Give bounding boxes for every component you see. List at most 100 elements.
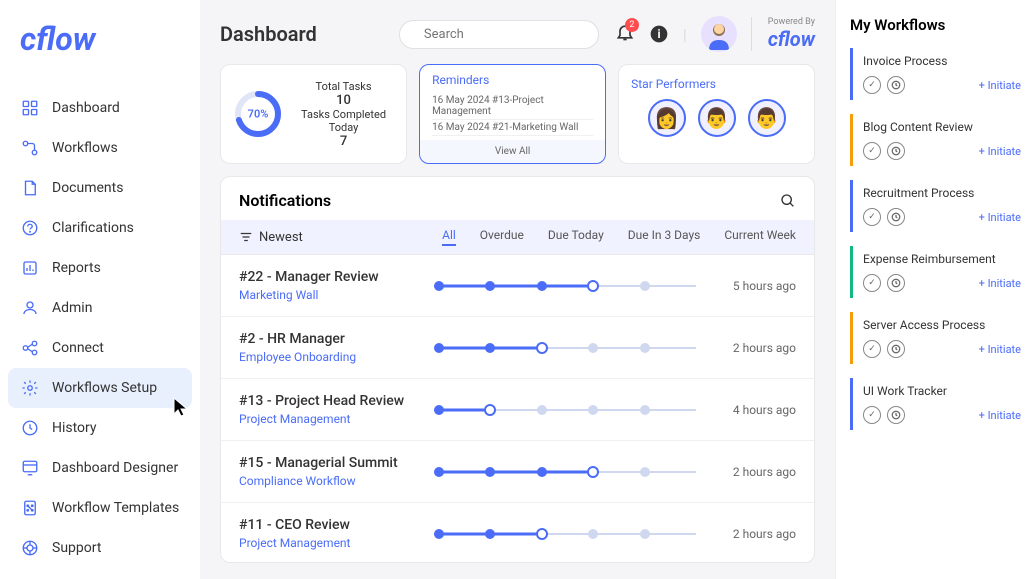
reminder-item[interactable]: 16 May 2024 #21-Marketing Wall [432,120,593,136]
notification-row[interactable]: #11 - CEO Review Project Management 2 ho… [221,503,814,562]
progress-dot [485,343,495,353]
nav-item-clarifications[interactable]: Clarifications [0,208,200,248]
workflow-name: Expense Reimbursement [863,252,1021,266]
notifications-card: Notifications Newest AllOverdueDue Today… [220,176,815,563]
clarifications-icon [20,218,40,238]
reminder-item[interactable]: 16 May 2024 #13-Project Management [432,93,593,120]
my-workflows-title: My Workflows [850,16,1021,34]
nav-label: Workflows [52,140,118,156]
check-icon[interactable]: ✓ [863,208,881,226]
check-icon[interactable]: ✓ [863,142,881,160]
check-icon[interactable]: ✓ [863,340,881,358]
workflow-name: Invoice Process [863,54,1021,68]
filter-tabs: All Overdue Due Today Due In 3 Days Current … [439,228,796,246]
initiate-button[interactable]: + Initiate [979,277,1021,290]
my-workflows-panel: My Workflows Invoice Process ✓ + Initiat… [835,0,1035,579]
reminders-card[interactable]: Reminders 16 May 2024 #13-Project Manage… [419,64,606,164]
workflow-name: UI Work Tracker [863,384,1021,398]
notification-info: #15 - Managerial Summit Compliance Workf… [239,455,439,488]
nav-label: Workflows Setup [52,380,157,396]
check-icon[interactable]: ✓ [863,406,881,424]
nav-item-workflows[interactable]: Workflows [0,128,200,168]
progress-dot [588,529,598,539]
progress-fill [439,284,593,287]
main-content: Dashboard 2 i | Powered By cflow [200,0,835,579]
completed-tasks-label: Tasks Completed Today [293,108,394,134]
user-avatar[interactable] [701,16,737,52]
workflow-icons: ✓ [863,208,905,226]
nav-item-history[interactable]: History [0,408,200,448]
initiate-button[interactable]: + Initiate [979,79,1021,92]
dashboard-icon [20,98,40,118]
progress-dot [536,342,548,354]
summary-cards: 70% Total Tasks 10 Tasks Completed Today… [220,64,815,164]
notification-title: #22 - Manager Review [239,269,439,285]
performer-avatar[interactable]: 👨 [698,99,736,137]
nav-item-dashboard[interactable]: Dashboard [0,88,200,128]
workflow-icons: ✓ [863,274,905,292]
notification-row[interactable]: #15 - Managerial Summit Compliance Workf… [221,441,814,503]
notification-time: 4 hours ago [696,403,796,417]
logo: cflow [0,20,200,88]
workflow-name: Blog Content Review [863,120,1021,134]
nav-label: Dashboard Designer [52,460,178,476]
clock-icon[interactable] [887,274,905,292]
clock-icon[interactable] [887,208,905,226]
tasks-stats: Total Tasks 10 Tasks Completed Today 7 [293,80,394,149]
nav-item-documents[interactable]: Documents [0,168,200,208]
nav-label: Dashboard [52,100,120,116]
progress-dot [434,343,444,353]
powered-by-logo: cflow [768,27,815,51]
initiate-button[interactable]: + Initiate [979,145,1021,158]
nav-item-connect[interactable]: Connect [0,328,200,368]
history-icon [20,418,40,438]
filter-tab-due-today[interactable]: Due Today [548,228,604,246]
sort-button[interactable]: Newest [239,230,439,245]
clock-icon[interactable] [887,76,905,94]
search-box[interactable] [399,20,599,49]
nav-label: Workflow Templates [52,500,179,516]
nav-label: History [52,420,97,436]
info-icon[interactable]: i [649,24,669,44]
workflow-icons: ✓ [863,340,905,358]
svg-text:i: i [657,27,660,41]
initiate-button[interactable]: + Initiate [979,211,1021,224]
filter-tab-all[interactable]: All [442,228,456,246]
notification-workflow: Employee Onboarding [239,350,439,364]
nav-item-designer[interactable]: Dashboard Designer [0,448,200,488]
performer-avatar[interactable]: 👨 [748,99,786,137]
clock-icon[interactable] [887,406,905,424]
nav-item-templates[interactable]: Workflow Templates [0,488,200,528]
support-icon [20,538,40,558]
progress-dot [537,467,547,477]
tasks-percent: 70% [248,108,269,121]
search-input[interactable] [424,27,590,42]
check-icon[interactable]: ✓ [863,76,881,94]
notification-time: 2 hours ago [696,465,796,479]
notification-row[interactable]: #22 - Manager Review Marketing Wall 5 ho… [221,255,814,317]
workflow-item: UI Work Tracker ✓ + Initiate [850,378,1021,430]
performer-avatar[interactable]: 👩 [648,99,686,137]
clock-icon[interactable] [887,340,905,358]
workflow-icons: ✓ [863,142,905,160]
top-icons: 2 i | Powered By cflow [615,16,815,52]
nav-item-support[interactable]: Support [0,528,200,568]
filter-tab-current-week[interactable]: Current Week [724,228,796,246]
notification-row[interactable]: #13 - Project Head Review Project Manage… [221,379,814,441]
nav-item-admin[interactable]: Admin [0,288,200,328]
progress-dot [537,281,547,291]
notification-row[interactable]: #2 - HR Manager Employee Onboarding 2 ho… [221,317,814,379]
logo-text: cflow [20,20,95,58]
clock-icon[interactable] [887,142,905,160]
initiate-button[interactable]: + Initiate [979,409,1021,422]
search-notifications-icon[interactable] [780,193,796,209]
filter-tab-overdue[interactable]: Overdue [480,228,524,246]
nav-item-setup[interactable]: Workflows Setup [8,368,192,408]
nav-item-reports[interactable]: Reports [0,248,200,288]
filter-tab-due-in-3-days[interactable]: Due In 3 Days [628,228,701,246]
check-icon[interactable]: ✓ [863,274,881,292]
notifications-bell[interactable]: 2 [615,22,635,46]
progress-dot [640,281,650,291]
view-all-reminders[interactable]: View All [420,140,605,163]
initiate-button[interactable]: + Initiate [979,343,1021,356]
